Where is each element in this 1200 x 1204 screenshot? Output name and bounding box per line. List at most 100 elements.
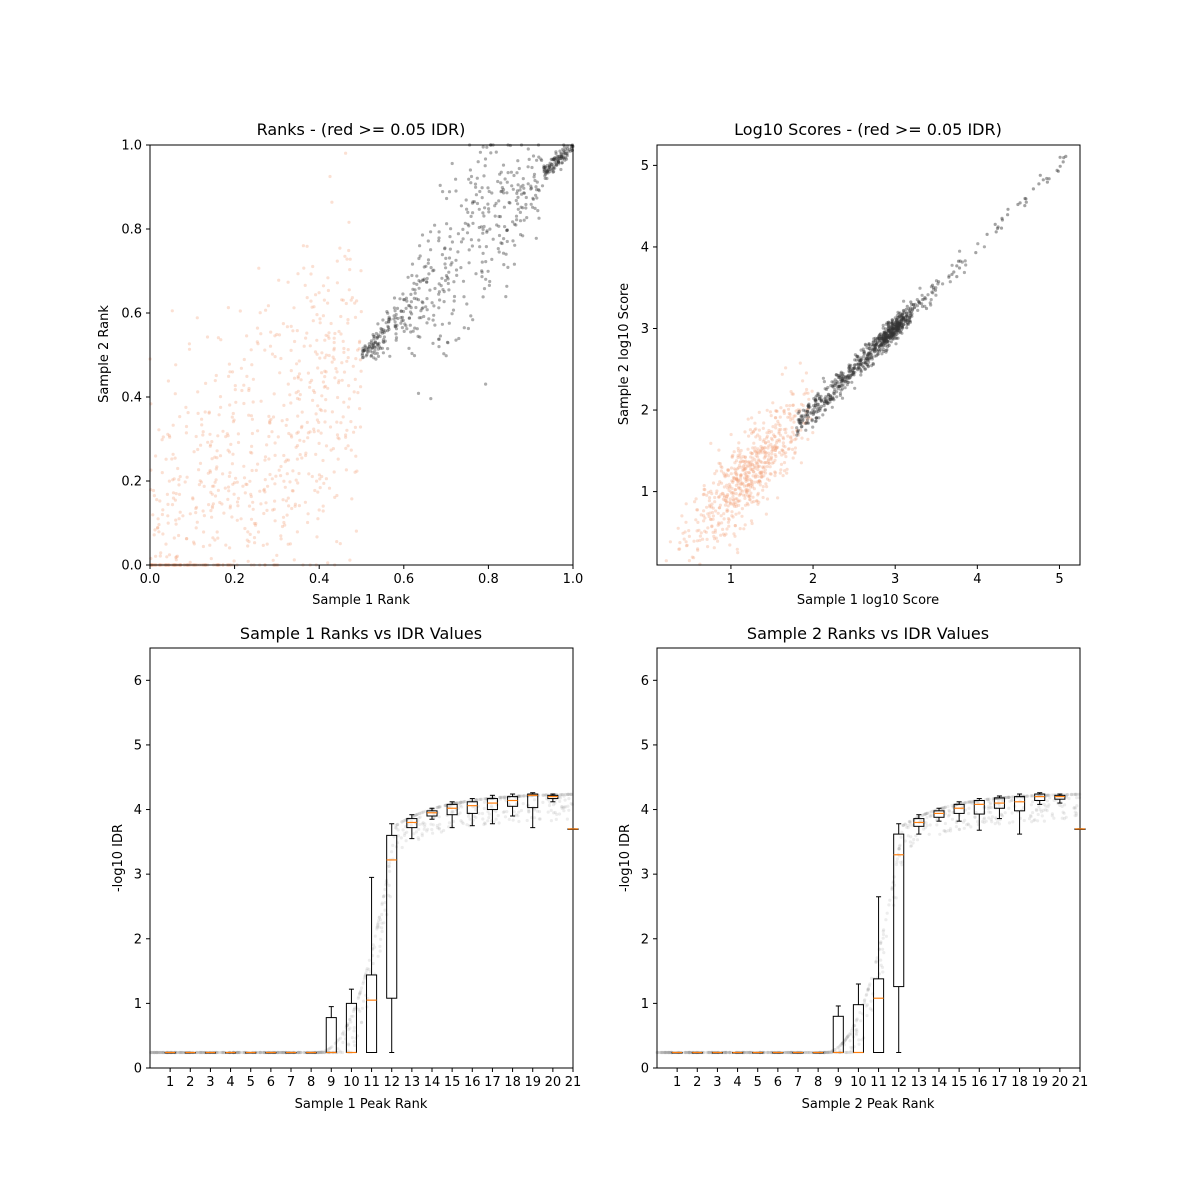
ranks-point [202,545,205,548]
ranks-point [476,202,479,205]
ranks-point [393,296,396,299]
ranks-point [368,342,371,345]
ranks-title: Ranks - (red >= 0.05 IDR) [257,120,466,139]
ranks-point [298,359,301,362]
ranks-point [453,299,456,302]
log-scores-point [834,378,837,381]
log-scores-point [905,323,908,326]
log-scores-xtick-label: 3 [891,572,899,587]
log-scores-point [859,373,862,376]
log-scores-point [714,529,717,532]
log-scores-point [783,461,786,464]
log-scores-point [921,294,924,297]
log-scores-point [703,530,706,533]
sample1-idr-point [431,832,434,835]
log-scores-point [817,416,820,419]
ranks-point [245,334,248,337]
log-scores-point [756,433,759,436]
sample1-xtick-label: 20 [545,1075,562,1090]
log-scores-point [887,329,890,332]
ranks-point [274,454,277,457]
ranks-point [214,494,217,497]
ranks-point [525,216,528,219]
sample1-idr-point [383,909,386,912]
ranks-point [412,282,415,285]
log-scores-point [823,380,826,383]
log-scores-point [839,378,842,381]
sample2-idr-point [990,820,993,823]
ranks-point [251,501,254,504]
sample1-ytick-label: 0 [134,1062,142,1077]
sample1-box-rect [367,975,377,1053]
sample2-idr-point [867,988,870,991]
log-scores-point [764,461,767,464]
ranks-point [305,332,308,335]
sample2-idr-point [1065,816,1068,819]
ranks-point [487,270,490,273]
ranks-point [471,318,474,321]
log-scores-point [777,422,780,425]
log-scores-point [728,543,731,546]
log-scores-point [700,531,703,534]
log-scores-point [952,270,955,273]
ranks-point [494,215,497,218]
ranks-point [543,174,546,177]
log-scores-point [727,525,730,528]
ranks-point [162,435,165,438]
ranks-point [273,508,276,511]
ranks-point [287,497,290,500]
log-scores-point [887,335,890,338]
ranks-point [498,250,501,253]
log-scores-point [783,412,786,415]
ranks-point [289,401,292,404]
sample2-ytick-label: 0 [641,1062,649,1077]
log-scores-point [856,363,859,366]
ranks-point [489,151,492,154]
ranks-point [266,543,269,546]
log-scores-point [755,462,758,465]
log-scores-point [778,428,781,431]
log-scores-point [696,508,699,511]
ranks-point [358,341,361,344]
log-scores-point [743,463,746,466]
ranks-point [186,476,189,479]
ranks-point [387,320,390,323]
ranks-point [227,449,230,452]
log-scores-point [717,462,720,465]
sample2-idr-point [1047,794,1050,797]
sample1-xtick-label: 16 [464,1075,481,1090]
ranks-point [244,491,247,494]
ranks-point [234,388,237,391]
sample2-idr-point [723,1051,726,1054]
ranks-point [465,208,468,211]
ranks-point [328,175,331,178]
sample1-idr-point [383,888,386,891]
sample1-idr-point [459,801,462,804]
ranks-point [449,227,452,230]
log-scores-point [687,529,690,532]
ranks-xtick-label: 0.4 [309,572,330,587]
ranks-point [178,517,181,520]
ranks-point [277,435,280,438]
sample1-idr-point [351,1015,354,1018]
ranks-point [274,355,277,358]
ranks-point [497,199,500,202]
log-scores-point [756,480,759,483]
ranks-point [554,150,557,153]
ranks-point [227,375,230,378]
sample2-xtick-label: 9 [834,1075,842,1090]
ranks-point [166,514,169,517]
ranks-point [287,459,290,462]
ranks-point [437,293,440,296]
ranks-point [350,449,353,452]
ranks-point [279,534,282,537]
sample1-idr-point [380,913,383,916]
log-scores-point [720,469,723,472]
sample1-idr-point [388,865,391,868]
ranks-point [293,558,296,561]
ranks-point [306,436,309,439]
ranks-point [481,186,484,189]
ranks-point [228,471,231,474]
sample2-idr-point [826,1051,829,1054]
ranks-point [409,324,412,327]
